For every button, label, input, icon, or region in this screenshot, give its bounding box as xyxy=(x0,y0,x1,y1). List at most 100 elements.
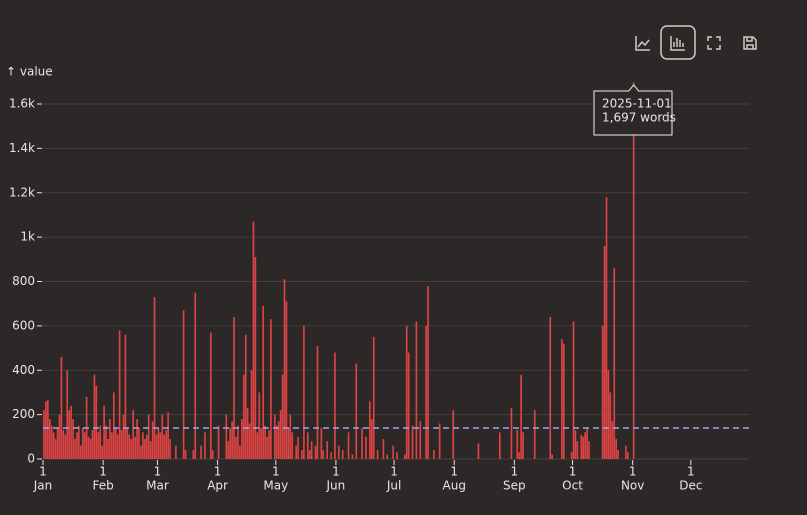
bar xyxy=(81,427,84,459)
save-button[interactable] xyxy=(737,30,761,56)
bar xyxy=(365,436,367,459)
bar xyxy=(60,356,63,459)
bar-view-button[interactable] xyxy=(660,25,696,60)
bar xyxy=(355,363,358,459)
toolbar xyxy=(630,25,761,60)
bar xyxy=(74,439,76,459)
bar xyxy=(326,441,328,459)
bar xyxy=(372,336,375,459)
bar xyxy=(266,436,268,459)
x-tick-label: 1 xyxy=(390,465,398,479)
bar xyxy=(308,450,311,459)
bar xyxy=(155,434,158,459)
bar xyxy=(64,434,67,459)
bar xyxy=(105,425,107,459)
bar xyxy=(52,432,55,459)
bar xyxy=(70,405,72,459)
bar xyxy=(99,425,102,459)
bar xyxy=(576,441,579,459)
bar xyxy=(157,427,160,459)
bar xyxy=(306,432,309,459)
x-tick-label: 1 xyxy=(99,465,107,479)
bar xyxy=(184,450,187,459)
bar xyxy=(427,285,429,459)
bar xyxy=(498,432,501,459)
bar xyxy=(233,317,235,459)
bar xyxy=(159,432,162,459)
bar xyxy=(586,427,588,459)
bar xyxy=(140,445,142,459)
bar xyxy=(396,452,398,459)
bar xyxy=(609,392,612,459)
bar xyxy=(78,425,80,459)
y-tick-label: 1.6k xyxy=(9,97,35,111)
bar xyxy=(316,345,319,459)
bar xyxy=(145,434,148,459)
bar xyxy=(103,405,105,459)
bar xyxy=(603,246,606,459)
y-tick-label: 1.2k xyxy=(9,185,35,199)
bar xyxy=(72,419,74,459)
bar xyxy=(128,434,131,459)
fullscreen-button[interactable] xyxy=(703,30,727,56)
bar xyxy=(260,427,263,459)
x-tick-label: 1 xyxy=(332,465,340,479)
bar xyxy=(87,436,90,459)
line-view-button[interactable] xyxy=(630,30,654,56)
bar xyxy=(124,334,127,459)
bar xyxy=(411,425,414,459)
bar xyxy=(382,439,385,459)
bar xyxy=(76,432,78,459)
x-tick-month: Nov xyxy=(621,479,644,493)
bar xyxy=(386,454,389,459)
bar xyxy=(116,434,119,459)
bar xyxy=(134,436,136,459)
bar xyxy=(516,430,519,459)
bar xyxy=(211,450,214,459)
bar xyxy=(570,452,573,459)
bar xyxy=(452,410,455,459)
x-tick-label: 1 xyxy=(272,465,280,479)
bar xyxy=(330,452,332,459)
bar xyxy=(574,430,577,459)
bar xyxy=(144,439,146,459)
bar xyxy=(182,310,185,459)
bar xyxy=(109,419,111,459)
bar xyxy=(264,425,266,459)
x-tick-month: Jan xyxy=(33,479,53,493)
bar xyxy=(93,374,96,459)
bar xyxy=(147,414,150,459)
bar xyxy=(200,445,202,459)
bar xyxy=(122,414,125,459)
x-tick-month: Jul xyxy=(386,479,401,493)
bar xyxy=(419,421,422,459)
bar xyxy=(337,445,340,459)
bar xyxy=(510,407,513,459)
x-tick-month: Sep xyxy=(503,479,526,493)
bar xyxy=(237,425,239,459)
bar xyxy=(209,332,212,459)
bar xyxy=(262,305,264,459)
y-tick-label: 0 xyxy=(27,452,35,466)
bar xyxy=(45,401,47,459)
bar xyxy=(580,434,583,459)
bar xyxy=(66,370,69,459)
bar xyxy=(291,432,294,459)
bar xyxy=(194,292,197,459)
x-tick-month: Jun xyxy=(326,479,346,493)
bar xyxy=(142,432,144,459)
bar xyxy=(582,436,585,459)
bar xyxy=(118,330,121,459)
bar xyxy=(89,439,92,459)
bar xyxy=(132,410,135,459)
bar xyxy=(549,317,552,459)
bar xyxy=(83,432,86,459)
bar xyxy=(607,370,610,459)
bar xyxy=(58,414,61,459)
bar xyxy=(285,301,288,459)
bar xyxy=(403,454,406,459)
bar xyxy=(601,325,604,459)
bar xyxy=(258,392,261,459)
